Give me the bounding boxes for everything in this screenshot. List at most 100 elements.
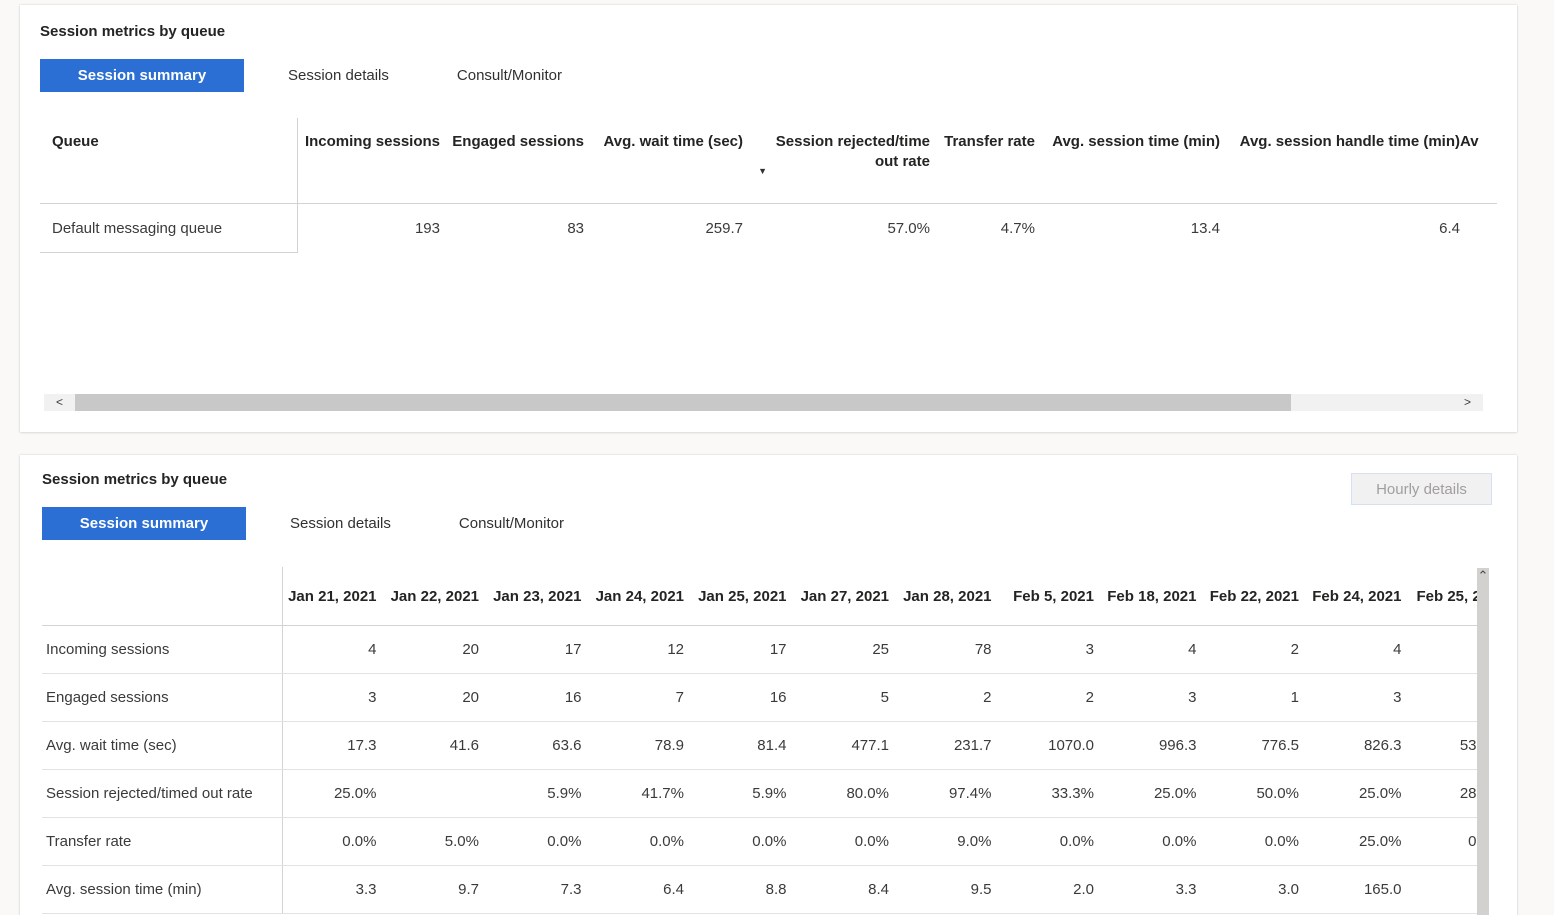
tab-session-summary[interactable]: Session summary [40, 59, 244, 92]
tab-bar: Session summary Session details Consult/… [42, 507, 1495, 540]
tab-bar: Session summary Session details Consult/… [40, 59, 1497, 92]
metric-value-cell: 3.3 [1175, 881, 1197, 898]
transfer-rate-cell: 4.7% [1000, 220, 1035, 237]
queue-table-header-row: Queue Incoming sessions Engaged sessions… [40, 118, 1497, 203]
metric-value-cell [1411, 626, 1478, 673]
metric-value-cell: 28 [1459, 785, 1477, 802]
metric-value-cell: 0.0% [1162, 833, 1197, 850]
page-title: Session metrics by queue [40, 23, 226, 40]
metric-value-cell: 3 [1188, 689, 1197, 706]
column-header-avg-wait-time[interactable]: Avg. wait time (sec) ▼ [584, 118, 767, 203]
metric-value-cell: 5.0% [444, 833, 479, 850]
metric-value-cell: 20 [462, 689, 479, 706]
metric-value-cell: 3.3 [355, 881, 377, 898]
metric-value-cell: 20 [462, 641, 479, 658]
metric-value-cell: 8.4 [868, 881, 889, 898]
metric-row-label: Avg. wait time (sec) [42, 722, 283, 769]
metric-value-cell: 17 [564, 641, 582, 658]
metric-value-cell [1411, 674, 1478, 721]
date-column-header[interactable]: Feb 18, 2021 [1107, 587, 1197, 605]
metric-value-cell: 3 [1085, 641, 1094, 658]
horizontal-scrollbar[interactable]: < > [44, 394, 1483, 411]
column-header-queue[interactable]: Queue [40, 118, 298, 203]
metric-value-cell: 25.0% [333, 785, 377, 802]
metric-row-label: Session rejected/timed out rate [42, 770, 283, 817]
metric-row-label: Incoming sessions [42, 626, 283, 673]
metric-value-cell: 33.3% [1051, 785, 1094, 802]
metric-value-cell: 16 [564, 689, 582, 706]
scroll-left-icon[interactable]: < [55, 395, 63, 409]
scroll-up-icon[interactable]: ⌃ [1477, 568, 1489, 583]
avg-wait-time-cell: 259.7 [705, 220, 743, 237]
date-column-header[interactable]: Jan 23, 2021 [493, 587, 582, 605]
date-column-header[interactable]: Jan 21, 2021 [288, 587, 377, 605]
vertical-scrollbar[interactable] [1477, 568, 1489, 915]
metric-value-cell: 3.0 [1278, 881, 1299, 898]
queue-table-row: Default messaging queue 193 83 259.7 57.… [40, 203, 1497, 253]
date-column-header[interactable]: Feb 5, 2021 [1013, 587, 1094, 605]
metric-value-cell: 0.0% [854, 833, 889, 850]
date-header-row: Jan 21, 2021 Jan 22, 2021 Jan 23, 2021 Jan … [42, 567, 1477, 626]
metric-value-cell: 165.0 [1363, 881, 1402, 898]
column-header-session-rejected-rate[interactable]: Session rejected/time out rate [775, 133, 930, 171]
hourly-details-button[interactable]: Hourly details [1351, 473, 1492, 505]
incoming-sessions-cell: 193 [414, 220, 440, 237]
metric-value-cell: 6.4 [663, 881, 684, 898]
avg-session-time-cell: 13.4 [1190, 220, 1220, 237]
metric-value-cell: 25.0% [1358, 785, 1402, 802]
metric-value-cell: 0 [1468, 833, 1477, 850]
horizontal-scrollbar-thumb[interactable] [75, 394, 1291, 411]
column-header-engaged-sessions[interactable]: Engaged sessions [452, 133, 584, 150]
session-rejected-rate-cell: 57.0% [887, 220, 930, 237]
metric-row-label: Transfer rate [42, 818, 283, 865]
daily-metrics-table: Jan 21, 2021 Jan 22, 2021 Jan 23, 2021 Jan … [42, 567, 1477, 914]
metric-row: Engaged sessions 3 20 16 7 16 5 2 2 3 1 3 [42, 674, 1477, 722]
column-header-avg-session-time[interactable]: Avg. session time (min) [1052, 133, 1220, 150]
metric-value-cell: 50.0% [1256, 785, 1299, 802]
metric-value-cell: 25 [872, 641, 889, 658]
metric-value-cell: 25.0% [1358, 833, 1402, 850]
column-header-incoming-sessions[interactable]: Incoming sessions [304, 133, 440, 150]
scroll-right-icon[interactable]: > [1463, 395, 1471, 409]
metric-value-cell: 826.3 [1363, 737, 1402, 754]
column-header-avg-session-handle-time[interactable]: Avg. session handle time (min) [1239, 133, 1460, 150]
tab-session-summary[interactable]: Session summary [42, 507, 246, 540]
sort-descending-icon[interactable]: ▼ [758, 166, 767, 177]
tab-session-details[interactable]: Session details [288, 67, 389, 84]
metric-value-cell: 4 [1393, 641, 1402, 658]
metric-row: Avg. session time (min) 3.3 9.7 7.3 6.4 8.8 8.… [42, 866, 1477, 914]
metric-value-cell: 0.0% [752, 833, 787, 850]
session-metrics-by-queue-panel-top: Session metrics by queue Session summary… [20, 5, 1517, 432]
tab-consult-monitor[interactable]: Consult/Monitor [456, 67, 562, 84]
engaged-sessions-cell: 83 [567, 220, 584, 237]
date-column-header[interactable]: Jan 27, 2021 [800, 587, 889, 605]
date-column-header[interactable]: Jan 25, 2021 [698, 587, 787, 605]
date-column-header[interactable]: Jan 24, 2021 [595, 587, 684, 605]
tab-session-details[interactable]: Session details [290, 515, 391, 532]
avg-session-handle-time-cell: 6.4 [1439, 220, 1460, 237]
page-title: Session metrics by queue [42, 471, 228, 488]
metric-value-cell: 776.5 [1261, 737, 1299, 754]
session-metrics-by-queue-panel-bottom: Session metrics by queue Hourly details … [20, 455, 1517, 915]
column-header-transfer-rate[interactable]: Transfer rate [944, 133, 1035, 150]
metric-value-cell: 0.0% [649, 833, 684, 850]
date-column-header[interactable]: Feb 25, 2 [1416, 587, 1478, 605]
date-column-header[interactable]: Jan 22, 2021 [390, 587, 479, 605]
metric-value-cell: 477.1 [851, 737, 889, 754]
metric-value-cell: 3 [368, 689, 377, 706]
metric-value-cell [386, 770, 489, 817]
date-column-header[interactable]: Feb 22, 2021 [1209, 587, 1299, 605]
date-column-header[interactable]: Jan 28, 2021 [903, 587, 992, 605]
metric-value-cell: 0.0% [1059, 833, 1094, 850]
metric-value-cell: 17 [769, 641, 787, 658]
date-column-header[interactable]: Feb 24, 2021 [1312, 587, 1402, 605]
metric-value-cell: 0.0% [1264, 833, 1299, 850]
tab-consult-monitor[interactable]: Consult/Monitor [458, 515, 564, 532]
metric-value-cell: 78.9 [654, 737, 684, 754]
daily-metrics-table-body: Incoming sessions 4 20 17 12 17 25 78 3 4 2 4 Engage… [42, 626, 1477, 914]
metric-value-cell: 63.6 [552, 737, 582, 754]
metric-value-cell: 2 [1085, 689, 1094, 706]
column-header-truncated[interactable]: Av [1460, 133, 1479, 150]
metric-value-cell: 2 [983, 689, 992, 706]
metric-value-cell: 25.0% [1153, 785, 1197, 802]
